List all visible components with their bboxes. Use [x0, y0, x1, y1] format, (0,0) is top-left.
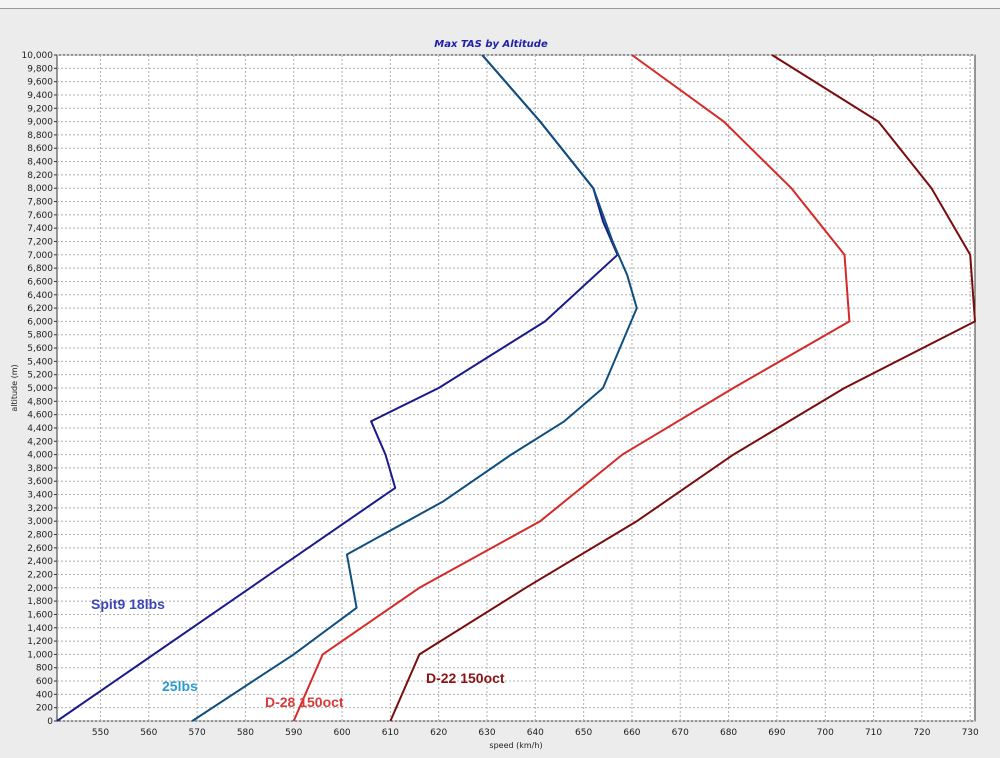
y-tick-label: 7,000 [27, 251, 53, 261]
y-tick-label: 8,800 [27, 131, 53, 141]
y-tick-label: 2,800 [27, 531, 53, 541]
y-tick-label: 2,400 [27, 557, 53, 567]
y-tick-label: 5,400 [27, 357, 53, 367]
y-tick-label: 3,600 [27, 477, 53, 487]
y-tick-label: 600 [36, 677, 53, 687]
y-tick-label: 8,200 [27, 171, 53, 181]
y-tick-label: 4,800 [27, 397, 53, 407]
x-tick-label: 600 [333, 728, 350, 738]
y-tick-label: 6,800 [27, 264, 53, 274]
y-tick-label: 2,000 [27, 584, 53, 594]
x-tick-label: 690 [768, 728, 785, 738]
y-tick-label: 9,600 [27, 78, 53, 88]
series-label-spit9-18lbs: Spit9 18lbs [91, 596, 165, 612]
x-tick-label: 610 [382, 728, 399, 738]
window-top-bar [0, 0, 1000, 9]
y-tick-label: 9,400 [27, 91, 53, 101]
y-tick-label: 7,400 [27, 224, 53, 234]
y-axis-title: altitude (m) [10, 364, 19, 411]
y-tick-label: 6,400 [27, 291, 53, 301]
y-tick-label: 1,800 [27, 597, 53, 607]
y-tick-label: 4,200 [27, 437, 53, 447]
x-tick-label: 670 [672, 728, 689, 738]
y-tick-label: 1,400 [27, 624, 53, 634]
y-tick-label: 9,000 [27, 118, 53, 128]
series-label-d28-150oct: D-28 150oct [265, 694, 344, 710]
y-tick-label: 5,600 [27, 344, 53, 354]
series-group [56, 54, 976, 722]
x-tick-label: 630 [478, 728, 495, 738]
x-tick-label: 590 [285, 728, 302, 738]
x-tick-label: 620 [430, 728, 447, 738]
x-tick-label: 720 [913, 728, 930, 738]
y-tick-label: 400 [36, 690, 53, 700]
y-tick-label: 1,600 [27, 610, 53, 620]
y-tick-label: 9,800 [27, 64, 53, 74]
y-tick-label: 6,200 [27, 304, 53, 314]
y-tick-label: 7,200 [27, 237, 53, 247]
x-tick-label: 710 [865, 728, 882, 738]
y-tick-label: 8,000 [27, 184, 53, 194]
y-tick-label: 7,600 [27, 211, 53, 221]
y-tick-label: 3,400 [27, 491, 53, 501]
y-tick-label: 4,000 [27, 451, 53, 461]
y-tick-label: 10,000 [22, 51, 54, 61]
x-tick-labels: 550 560 570 580 590 600 610 620 630 640 650 660 670 6… [92, 728, 979, 738]
y-tick-label: 7,800 [27, 198, 53, 208]
y-tick-label: 2,200 [27, 570, 53, 580]
x-tick-label: 730 [962, 728, 979, 738]
x-tick-label: 700 [817, 728, 834, 738]
y-tick-label: 1,000 [27, 650, 53, 660]
y-tick-label: 8,600 [27, 144, 53, 154]
x-tick-label: 570 [189, 728, 206, 738]
y-tick-label: 4,400 [27, 424, 53, 434]
y-tick-label: 5,200 [27, 371, 53, 381]
series-label-25lbs: 25lbs [162, 678, 198, 694]
x-tick-label: 660 [623, 728, 640, 738]
y-tick-label: 5,800 [27, 331, 53, 341]
y-tick-label: 9,200 [27, 104, 53, 114]
chart-title: Max TAS by Altitude [434, 39, 548, 50]
x-tick-label: 580 [237, 728, 254, 738]
grid [54, 54, 975, 722]
x-tick-label: 560 [140, 728, 157, 738]
y-tick-label: 3,200 [27, 504, 53, 514]
series-label-d22-150oct: D-22 150oct [426, 670, 505, 686]
y-tick-label: 800 [36, 664, 53, 674]
y-tick-label: 8,400 [27, 158, 53, 168]
x-axis-title: speed (km/h) [489, 741, 542, 750]
y-tick-label: 200 [36, 704, 53, 714]
y-tick-label: 2,600 [27, 544, 53, 554]
y-tick-label: 3,800 [27, 464, 53, 474]
x-tick-label: 650 [575, 728, 592, 738]
series-line-3 [389, 54, 976, 722]
series-line-2 [292, 54, 851, 722]
series-line-1 [191, 54, 638, 722]
x-tick-label: 680 [720, 728, 737, 738]
y-tick-label: 0 [47, 717, 53, 727]
x-tick-label: 550 [92, 728, 109, 738]
y-tick-label: 6,000 [27, 317, 53, 327]
y-tick-label: 4,600 [27, 411, 53, 421]
y-tick-labels: 0 200 400 600 800 1,000 1,200 1,400 1,600 1,800 2,… [22, 51, 54, 727]
y-tick-label: 3,000 [27, 517, 53, 527]
y-tick-label: 6,600 [27, 277, 53, 287]
y-tick-label: 1,200 [27, 637, 53, 647]
y-tick-label: 5,000 [27, 384, 53, 394]
x-tick-label: 640 [527, 728, 544, 738]
